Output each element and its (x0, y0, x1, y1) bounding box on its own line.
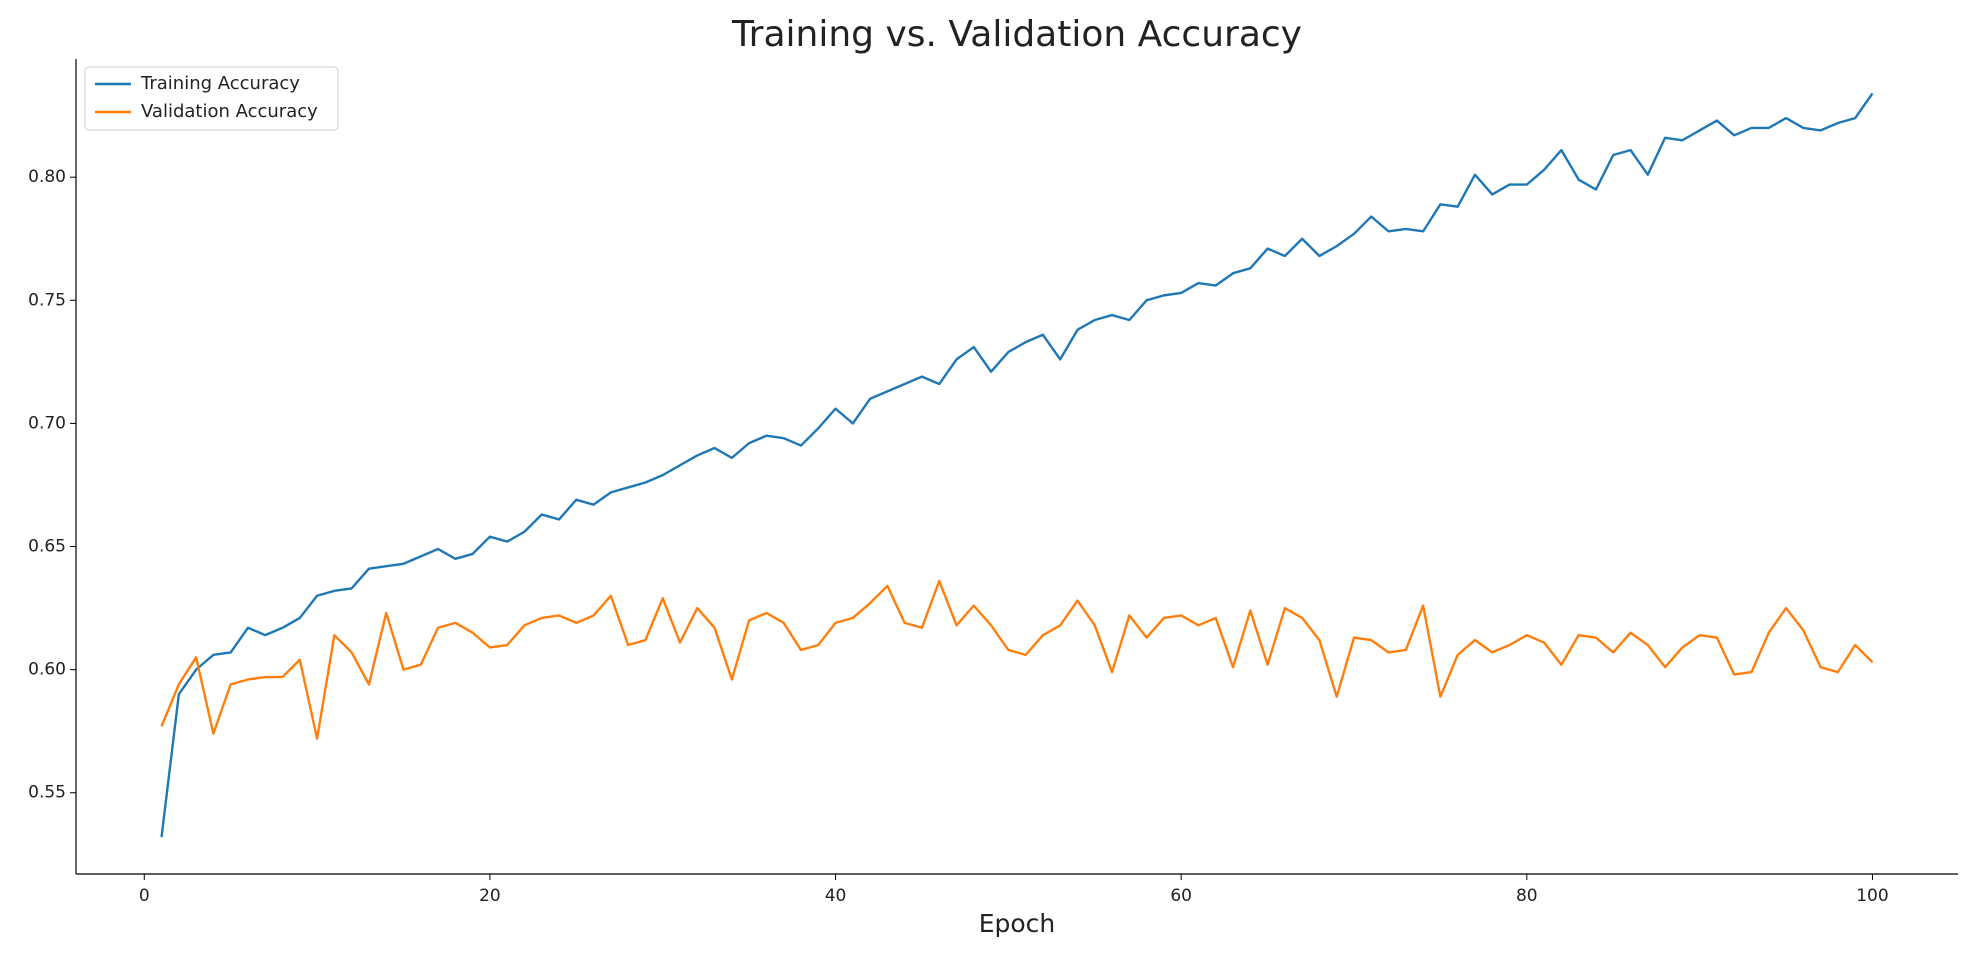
legend-box (84, 66, 339, 131)
y-tick-label: 0.75 (28, 290, 66, 310)
chart-title: Training vs. Validation Accuracy (731, 14, 1302, 55)
y-tick-label: 0.65 (28, 537, 66, 557)
x-tick-label: 100 (1856, 886, 1888, 906)
y-tick-label: 0.80 (28, 167, 66, 187)
line-series (160, 92, 1874, 838)
legend-label: Training Accuracy (140, 73, 300, 94)
legend-label: Validation Accuracy (141, 101, 318, 122)
x-tick-label: 60 (1170, 886, 1192, 906)
x-tick-label: 40 (825, 886, 847, 906)
y-tick-label: 0.70 (28, 413, 66, 433)
x-tick-label: 0 (139, 886, 150, 906)
line-series (160, 579, 1874, 740)
y-tick-label: 0.60 (28, 660, 66, 680)
x-tick-label: 20 (479, 886, 501, 906)
y-tick-label: 0.55 (28, 783, 66, 803)
x-axis-label: Epoch (979, 909, 1056, 938)
x-tick-label: 80 (1516, 886, 1538, 906)
